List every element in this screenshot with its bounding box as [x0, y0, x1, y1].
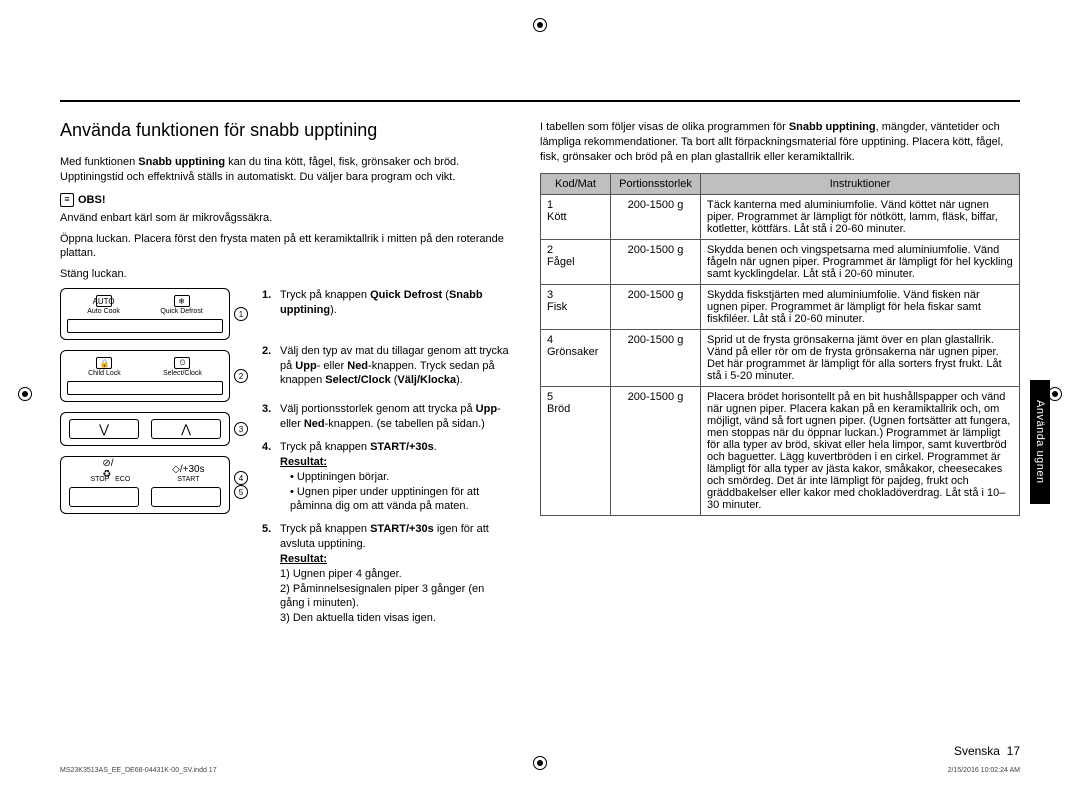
- cell-instr: Täck kanterna med aluminiumfolie. Vänd k…: [701, 194, 1020, 239]
- table-body: 1Kött200-1500 gTäck kanterna med alumini…: [541, 194, 1020, 515]
- cell-portion: 200-1500 g: [611, 329, 701, 386]
- intro-paragraph: Med funktionen Snabb upptining kan du ti…: [60, 155, 510, 185]
- cell-code: 5Bröd: [541, 386, 611, 515]
- result-label-2: Resultat:: [280, 553, 327, 565]
- stop-eco-label: STOP ECO: [90, 476, 130, 483]
- childlock-icon: 🔒: [96, 357, 112, 369]
- control-panel-2: 🔒 Child Lock ⏲ Select/Clock: [60, 350, 230, 402]
- intro-bold: Snabb upptining: [138, 156, 225, 168]
- step-3: 3. Välj portionsstorlek genom att trycka…: [262, 402, 510, 432]
- crop-mark-top: [533, 18, 547, 32]
- step-1: 1. Tryck på knappen Quick Defrost (Snabb…: [262, 288, 510, 318]
- table-row: 2Fågel200-1500 gSkydda benen och vingspe…: [541, 239, 1020, 284]
- steps-list: 1. Tryck på knappen Quick Defrost (Snabb…: [262, 288, 510, 634]
- defrost-table: Kod/Mat Portionsstorlek Instruktioner 1K…: [540, 173, 1020, 516]
- obs-text: Använd enbart kärl som är mikrovågssäkra…: [60, 211, 510, 226]
- selectclock-icon: ⏲: [174, 357, 190, 369]
- control-panel-4: ⊘/♻ STOP ECO ◇/+30s START: [60, 456, 230, 514]
- crop-mark-right: [1048, 387, 1062, 401]
- step4-result2: Ugnen piper under upptiningen för att på…: [290, 485, 510, 515]
- footer-filename: MS23K3513AS_EE_DE68-04431K-00_SV.indd 17: [60, 767, 217, 774]
- panel-steps-area: AUTO Auto Cook ❄ Quick Defrost 1: [60, 288, 510, 634]
- childlock-label: Child Lock: [88, 370, 121, 377]
- table-row: 3Fisk200-1500 gSkydda fiskstjärten med a…: [541, 284, 1020, 329]
- open-text: Öppna luckan. Placera först den frysta m…: [60, 232, 510, 262]
- cell-code: 1Kött: [541, 194, 611, 239]
- side-tab: Använda ugnen: [1030, 380, 1050, 504]
- right-column: I tabellen som följer visas de olika pro…: [540, 120, 1020, 634]
- crop-mark-bottom: [533, 756, 547, 770]
- footer-timestamp: 2/15/2016 10:02:24 AM: [948, 767, 1020, 774]
- cell-code: 4Grönsaker: [541, 329, 611, 386]
- crop-mark-left: [18, 387, 32, 401]
- start-button: ◇/+30s START: [177, 463, 199, 483]
- step4-result1: Upptiningen börjar.: [290, 470, 510, 485]
- control-panel-1: AUTO Auto Cook ❄ Quick Defrost: [60, 288, 230, 340]
- footer-lang: Svenska: [954, 744, 1000, 758]
- step-badge-4: 4: [234, 471, 248, 485]
- step-5: 5. Tryck på knappen START/+30s igen för …: [262, 522, 510, 626]
- step5-r3: Den aktuella tiden visas igen.: [293, 612, 436, 624]
- footer-page: 17: [1007, 744, 1020, 758]
- step-badge-5: 5: [234, 485, 248, 499]
- result-label: Resultat:: [280, 456, 327, 468]
- stop-bar: [69, 487, 139, 507]
- step-2: 2. Välj den typ av mat du tillagar genom…: [262, 344, 510, 389]
- cell-instr: Skydda fiskstjärten med aluminiumfolie. …: [701, 284, 1020, 329]
- th-code: Kod/Mat: [541, 173, 611, 194]
- up-button: ⋀: [151, 419, 221, 439]
- cell-code: 2Fågel: [541, 239, 611, 284]
- childlock-button: 🔒 Child Lock: [88, 357, 121, 377]
- start-icon: ◇/+30s: [180, 463, 196, 475]
- top-rule: [60, 100, 1020, 102]
- autocook-button: AUTO Auto Cook: [87, 295, 120, 315]
- obs-label: OBS!: [78, 194, 106, 206]
- cell-portion: 200-1500 g: [611, 239, 701, 284]
- panel2-display: [67, 381, 223, 395]
- panel1-display: [67, 319, 223, 333]
- th-instr: Instruktioner: [701, 173, 1020, 194]
- cell-instr: Sprid ut de frysta grönsakerna jämt över…: [701, 329, 1020, 386]
- quickdefrost-icon: ❄: [174, 295, 190, 307]
- cell-code: 3Fisk: [541, 284, 611, 329]
- quickdefrost-button: ❄ Quick Defrost: [160, 295, 202, 315]
- stop-eco-icon: ⊘/♻: [102, 463, 118, 475]
- step-badge-3: 3: [234, 422, 248, 436]
- selectclock-label: Select/Clock: [163, 370, 202, 377]
- obs-row: ≡ OBS!: [60, 193, 510, 207]
- stop-eco-button: ⊘/♻ STOP ECO: [90, 463, 130, 483]
- th-portion: Portionsstorlek: [611, 173, 701, 194]
- cell-instr: Placera brödet horisontellt på en bit hu…: [701, 386, 1020, 515]
- quickdefrost-label: Quick Defrost: [160, 308, 202, 315]
- autocook-icon: AUTO: [96, 295, 112, 307]
- start-bar: [151, 487, 221, 507]
- autocook-label: Auto Cook: [87, 308, 120, 315]
- note-icon: ≡: [60, 193, 74, 207]
- cell-portion: 200-1500 g: [611, 194, 701, 239]
- step5-r2: Påminnelsesignalen piper 3 gånger (en gå…: [280, 583, 484, 610]
- step-badge-1: 1: [234, 307, 248, 321]
- left-column: Använda funktionen för snabb upptining M…: [60, 120, 510, 634]
- section-heading: Använda funktionen för snabb upptining: [60, 120, 510, 141]
- down-button: ⋁: [69, 419, 139, 439]
- table-row: 4Grönsaker200-1500 gSprid ut de frysta g…: [541, 329, 1020, 386]
- cell-portion: 200-1500 g: [611, 284, 701, 329]
- selectclock-button: ⏲ Select/Clock: [163, 357, 202, 377]
- step-4: 4. Tryck på knappen START/+30s. Resultat…: [262, 440, 510, 514]
- intro-text: Med funktionen: [60, 156, 138, 168]
- cell-instr: Skydda benen och vingspetsarna med alumi…: [701, 239, 1020, 284]
- cell-portion: 200-1500 g: [611, 386, 701, 515]
- right-intro: I tabellen som följer visas de olika pro…: [540, 120, 1020, 165]
- content-columns: Använda funktionen för snabb upptining M…: [60, 120, 1020, 634]
- start-label: START: [177, 476, 199, 483]
- step5-r1: Ugnen piper 4 gånger.: [293, 568, 402, 580]
- control-panel-3: ⋁ ⋀: [60, 412, 230, 446]
- table-row: 5Bröd200-1500 gPlacera brödet horisontel…: [541, 386, 1020, 515]
- step-badge-2: 2: [234, 369, 248, 383]
- control-panels: AUTO Auto Cook ❄ Quick Defrost 1: [60, 288, 248, 634]
- table-row: 1Kött200-1500 gTäck kanterna med alumini…: [541, 194, 1020, 239]
- close-text: Stäng luckan.: [60, 267, 510, 282]
- page-footer: Svenska 17: [954, 744, 1020, 758]
